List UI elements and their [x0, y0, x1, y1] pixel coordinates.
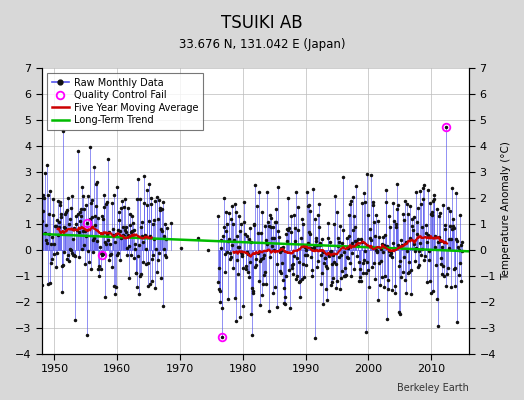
Y-axis label: Temperature Anomaly (°C): Temperature Anomaly (°C) [501, 142, 511, 280]
Text: 33.676 N, 131.042 E (Japan): 33.676 N, 131.042 E (Japan) [179, 38, 345, 51]
Legend: Raw Monthly Data, Quality Control Fail, Five Year Moving Average, Long-Term Tren: Raw Monthly Data, Quality Control Fail, … [47, 73, 203, 130]
Text: Berkeley Earth: Berkeley Earth [397, 383, 469, 393]
Text: TSUIKI AB: TSUIKI AB [221, 14, 303, 32]
